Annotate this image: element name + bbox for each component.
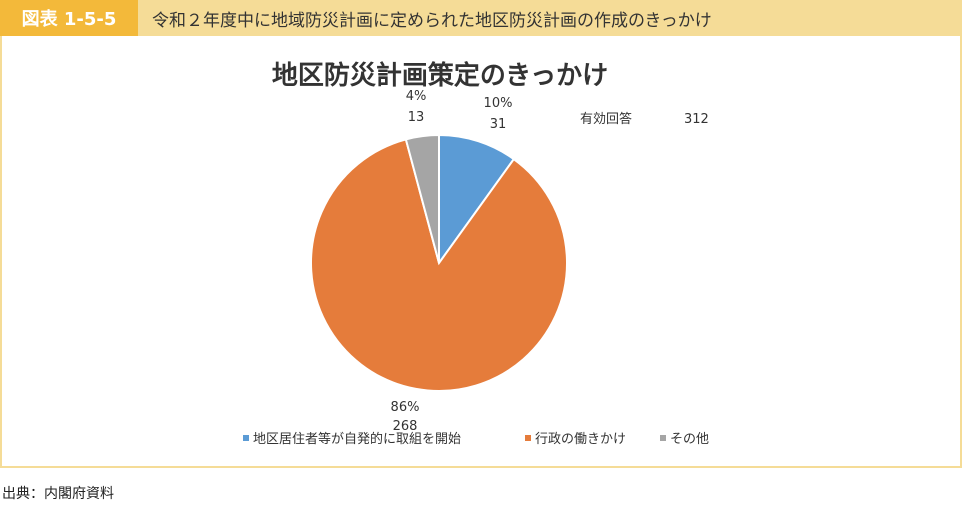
pie-slices <box>310 133 568 392</box>
legend: 地区居住者等が自発的に取組を開始 行政の働きかけ その他 <box>243 431 709 447</box>
figure-header: 図表 1-5-5 令和２年度中に地域防災計画に定められた地区防災計画の作成のきっ… <box>0 0 962 36</box>
slice-percent-label: 10% <box>484 96 513 111</box>
legend-entry: 地区居住者等が自発的に取組を開始 <box>253 431 461 447</box>
slice-value-label: 31 <box>490 117 507 132</box>
source-note: 出典：内閣府資料 <box>2 486 114 502</box>
legend-swatch <box>660 435 666 441</box>
figure-title: 令和２年度中に地域防災計画に定められた地区防災計画の作成のきっかけ <box>152 10 712 31</box>
pie-chart: 地区防災計画策定のきっかけ 有効回答 312 10% 31 86% 268 4% 13 地… <box>243 60 709 447</box>
pie-data-labels: 10% 31 86% 268 4% 13 <box>391 89 513 434</box>
chart-title: 地区防災計画策定のきっかけ <box>272 60 608 91</box>
annotation-value: 312 <box>684 112 709 127</box>
legend-swatch <box>243 435 249 441</box>
pie-slice-2 <box>310 138 568 392</box>
legend-swatch <box>525 435 531 441</box>
legend-entry: 行政の働きかけ <box>535 432 626 447</box>
pie-slice-1 <box>438 133 516 267</box>
slice-percent-label: 86% <box>391 400 420 415</box>
annotation-label: 有効回答 <box>580 111 632 127</box>
pie-slice-3 <box>404 133 440 264</box>
slice-value-label: 268 <box>393 419 418 434</box>
slice-percent-label: 4% <box>406 89 427 104</box>
legend-entry: その他 <box>670 432 709 447</box>
slice-value-label: 13 <box>408 110 425 125</box>
figure-number-badge: 図表 1-5-5 <box>0 0 138 36</box>
